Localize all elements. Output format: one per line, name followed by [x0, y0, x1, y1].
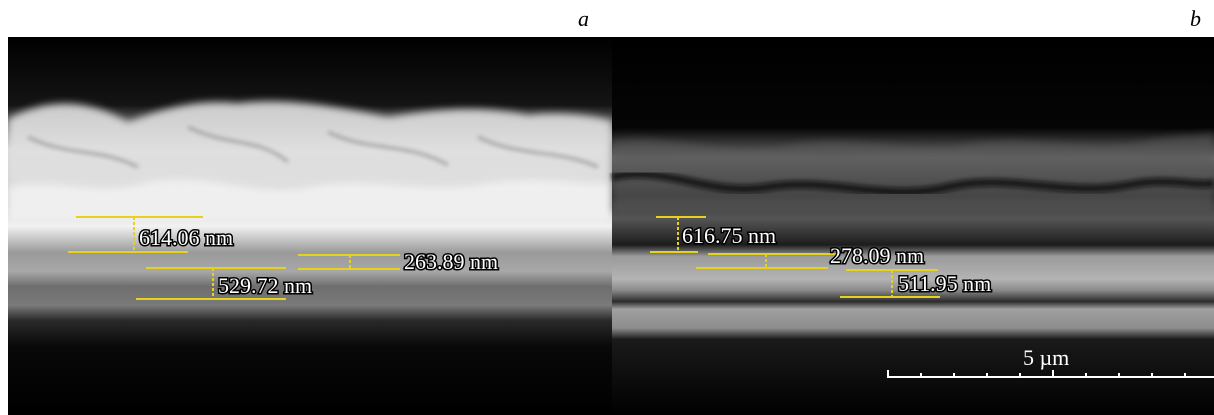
measurement-label-b1: 616.75 nm: [682, 223, 776, 248]
scale-bar: 5 µm: [887, 345, 1214, 378]
measurement-label-b3: 511.95 nm: [898, 271, 991, 296]
sem-cross-section-image: 614.06 nm 263.89 nm 529.72 nm 616.75 nm …: [8, 37, 1214, 415]
measurement-label-a3: 529.72 nm: [218, 273, 312, 298]
panel-label-a: a: [578, 6, 589, 31]
panel-b-image: [611, 37, 1214, 415]
measurement-label-b2: 278.09 nm: [830, 243, 924, 268]
panel-a-image: [8, 37, 612, 415]
measurement-label-a2: 263.89 nm: [404, 249, 498, 274]
measurement-label-a1: 614.06 nm: [139, 225, 233, 250]
panel-label-b: b: [1190, 6, 1201, 31]
measurement-lines: [68, 216, 940, 300]
scale-bar-label: 5 µm: [1023, 345, 1069, 370]
